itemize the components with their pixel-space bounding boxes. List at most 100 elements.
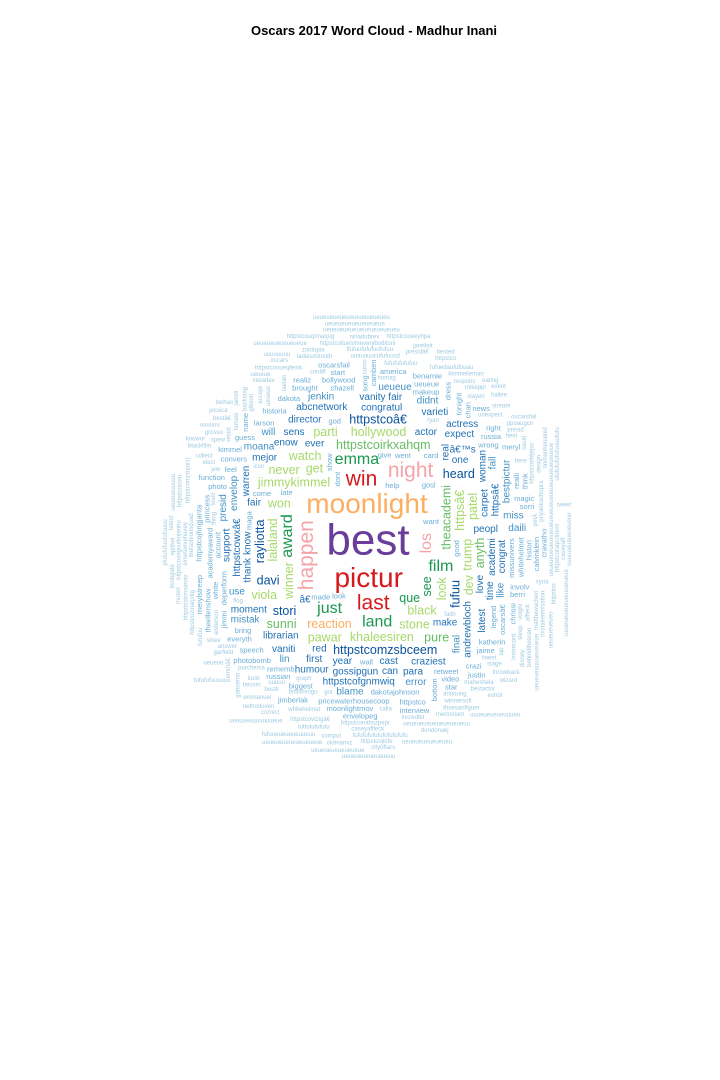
word: chazell <box>331 383 355 392</box>
word: jarrell <box>234 391 240 407</box>
word: crazi <box>466 661 482 670</box>
word: realiz <box>293 376 311 385</box>
word: dakota <box>278 394 301 403</box>
word: httpstcovtzigâ€ <box>290 717 331 723</box>
word: slayeri <box>467 394 484 400</box>
word: httpstcojinfe <box>361 739 394 745</box>
word: yfufufufuufufuuuu <box>163 519 169 565</box>
word: httpsâ€ <box>453 490 467 531</box>
word: ueueue <box>378 382 412 393</box>
word: nethodoven <box>243 704 274 710</box>
word: jenkin <box>307 391 334 402</box>
word: went <box>394 451 412 460</box>
word: tonight <box>455 392 464 415</box>
word: cityoftars <box>371 745 395 751</box>
word: russian <box>266 672 290 681</box>
word: memoriam <box>436 712 464 718</box>
word: uuuuu <box>268 680 285 686</box>
word: vaniti <box>272 644 295 655</box>
word: thefashionsquad <box>189 513 195 557</box>
word: dev <box>462 574 476 595</box>
word: involv <box>510 582 529 591</box>
word: accepr <box>258 386 264 404</box>
word: error <box>405 677 427 688</box>
word: jimberlak <box>277 696 308 705</box>
word: moana <box>244 442 275 453</box>
word: sauid <box>522 436 528 450</box>
word: ueueue <box>266 385 272 406</box>
word: card <box>424 451 439 460</box>
word: spew <box>211 437 226 443</box>
word: humour <box>295 664 330 675</box>
word: russia <box>481 432 502 441</box>
word: stone <box>399 617 430 631</box>
word: design <box>537 455 543 473</box>
word: oldmanvz <box>327 741 353 747</box>
word: actor <box>415 427 438 438</box>
word: thank <box>243 557 254 582</box>
word: muted <box>176 587 182 604</box>
word: heard <box>443 467 475 481</box>
word: aimeteevehavey <box>183 522 189 566</box>
word: bestactor <box>470 686 495 692</box>
word: presidâ€ <box>406 349 430 355</box>
word: time <box>485 581 496 600</box>
word: win <box>345 467 378 490</box>
word: fair <box>247 498 262 509</box>
word: lap <box>499 647 505 656</box>
word: retweet <box>434 667 460 676</box>
word: bring <box>235 626 252 635</box>
word: sens <box>283 427 304 438</box>
word: knowor <box>186 436 205 442</box>
word: ueueueueueueueuu <box>342 754 395 760</box>
word: photobomb <box>233 656 271 665</box>
word: httpstcom(sojnci) <box>186 458 192 503</box>
word: httpstcomtbszpepr <box>341 720 390 726</box>
word: bottom <box>430 678 439 701</box>
word: httpstcoirkxahqm <box>336 438 430 452</box>
word: news <box>472 404 490 413</box>
word: ueuuueuuuuuuueue <box>229 719 283 725</box>
word: blame <box>336 687 364 698</box>
word: httpsâ€ <box>490 483 501 516</box>
word: latest <box>477 609 488 633</box>
word: presid <box>218 494 229 521</box>
word: wall <box>359 657 373 666</box>
word: cnnâ€ <box>310 370 327 376</box>
word: gosl <box>422 481 436 490</box>
word: correct <box>261 710 280 716</box>
word: fufuu <box>449 580 463 608</box>
word: davi <box>257 574 280 588</box>
word: â€™s <box>450 445 476 456</box>
word: theellenshow <box>203 588 212 632</box>
word: red <box>312 643 326 654</box>
word: feel <box>225 465 237 474</box>
word: craziest <box>411 656 446 667</box>
word: got <box>324 690 333 696</box>
word: director <box>288 415 322 426</box>
word: httpstcojhngjanta <box>195 504 204 562</box>
word: ueueueueueu <box>549 612 555 649</box>
word: justin <box>467 670 486 679</box>
word: think <box>520 473 529 489</box>
word: fufuedaufufuuau <box>430 365 473 371</box>
word: httpstcowxâ€ <box>232 518 243 577</box>
word: calla <box>380 706 393 712</box>
word: hailee <box>491 392 508 398</box>
word: presid <box>507 428 523 434</box>
word: oscarsfail <box>511 415 536 421</box>
word: stori <box>273 604 297 618</box>
word: katherin <box>479 637 506 646</box>
word: uuuuueueueueueue <box>567 512 573 566</box>
word: didnt <box>417 395 439 406</box>
word: year <box>333 656 353 667</box>
word: incredibl <box>402 715 424 721</box>
word: everyth <box>227 635 252 644</box>
word: interview <box>400 706 430 715</box>
word: httpstcoicon <box>177 475 183 507</box>
word: like <box>495 582 506 597</box>
word: heel <box>506 434 517 440</box>
word: song <box>361 375 370 391</box>
word: moment <box>231 604 267 615</box>
word: america <box>380 367 408 376</box>
